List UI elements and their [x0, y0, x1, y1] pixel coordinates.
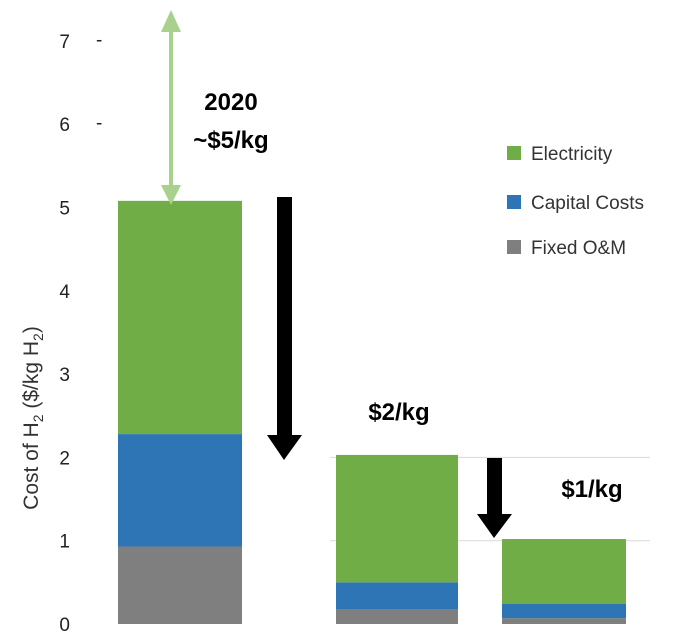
bar-segment-electricity [336, 454, 458, 583]
annotation-2020: 2020 [204, 89, 257, 116]
y-axis-ticks: 0 1 2 3 4 5 6 - 7 - [59, 30, 102, 632]
bar-segment-capital-costs [118, 434, 242, 547]
y-tick-mark: - [96, 30, 102, 51]
legend-item-capital-costs: Capital Costs [507, 193, 644, 214]
legend-item-electricity: Electricity [507, 144, 613, 165]
bar-segment-fixed-o-m [336, 609, 458, 624]
annotation-2-per-kg: $2/kg [368, 399, 429, 426]
bar-segment-fixed-o-m [118, 546, 242, 624]
annotation-5-per-kg: ~$5/kg [193, 127, 268, 154]
bar-segment-electricity [118, 200, 242, 435]
y-tick-label: 4 [59, 282, 70, 303]
bar-segment-electricity [502, 539, 626, 605]
y-tick-mark: - [96, 113, 102, 134]
bars [118, 200, 626, 624]
legend-swatch-electricity [507, 146, 521, 160]
y-tick-label: 6 [59, 115, 70, 136]
bar-segment-capital-costs [336, 582, 458, 610]
y-tick-label: 5 [59, 199, 70, 220]
legend-label-fixed-om: Fixed O&M [531, 238, 626, 259]
bar-segment-capital-costs [502, 604, 626, 619]
legend-swatch-capital-costs [507, 195, 521, 209]
price-range-up-arrow [161, 10, 181, 205]
legend: Electricity Capital Costs Fixed O&M [507, 144, 644, 259]
y-tick-label: 7 [59, 32, 70, 53]
bar-segment-fixed-o-m [502, 618, 626, 624]
y-tick-label: 0 [59, 615, 70, 632]
annotation-1-per-kg: $1/kg [561, 476, 622, 503]
y-tick-label: 1 [59, 532, 70, 553]
y-tick-label: 2 [59, 448, 70, 469]
y-tick-label: 3 [59, 365, 70, 386]
legend-label-capital-costs: Capital Costs [531, 193, 644, 214]
legend-item-fixed-om: Fixed O&M [507, 238, 626, 259]
legend-swatch-fixed-om [507, 240, 521, 254]
price-drop-arrow-large [267, 197, 302, 460]
y-axis-label: Cost of H2 ($/kg H2) [20, 326, 46, 510]
price-drop-arrow-small [477, 458, 512, 538]
legend-label-electricity: Electricity [531, 144, 613, 165]
